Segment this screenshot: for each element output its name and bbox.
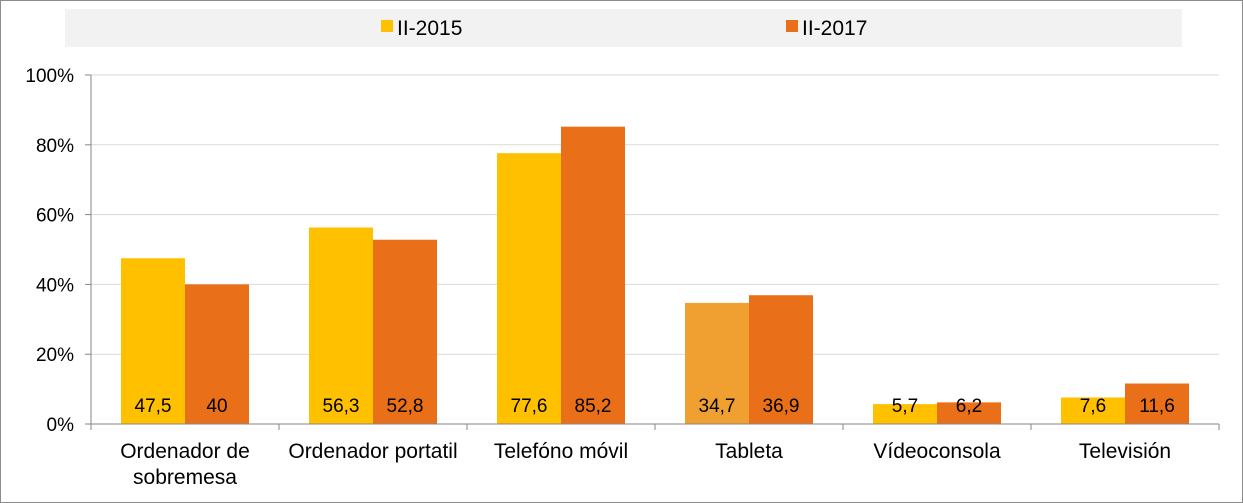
- legend-swatch: [381, 20, 393, 32]
- data-label: 77,6: [511, 396, 548, 417]
- legend-background: [65, 9, 1182, 47]
- data-label: 56,3: [323, 396, 360, 417]
- bars: 47,5 40 56,3 52,8 77,6 85,2 34,7 36,9 5,7 6,2 7,6 1…: [121, 126, 1189, 424]
- data-label: 11,6: [1139, 396, 1175, 417]
- bar: [121, 258, 185, 424]
- legend: II-2015 II-2017: [381, 17, 867, 40]
- y-tick-label: 60%: [36, 206, 74, 227]
- gridlines: [91, 74, 1219, 355]
- data-label: 47,5: [135, 396, 172, 417]
- data-label: 34,7: [699, 396, 736, 417]
- category-label: sobremesa: [133, 466, 237, 489]
- data-label: 36,9: [763, 396, 800, 417]
- category-label: Tableta: [715, 440, 783, 463]
- category-label: Vídeoconsola: [873, 440, 1001, 463]
- y-tick-label: 20%: [36, 345, 74, 366]
- bar: [937, 402, 1001, 424]
- category-label: Ordenador de: [120, 440, 250, 463]
- x-axis: Ordenador de sobremesa Ordenador portatil T…: [90, 423, 1220, 489]
- bar: [685, 302, 749, 424]
- bar: [185, 284, 249, 424]
- bar: [749, 295, 813, 424]
- bar: [1061, 397, 1125, 424]
- bar: [561, 126, 625, 424]
- bar: [309, 227, 373, 424]
- category-label: Ordenador portatil: [288, 440, 457, 463]
- category-label: Telefóno móvil: [494, 440, 628, 463]
- data-label: 5,7: [892, 396, 918, 417]
- y-axis: 0% 20% 40% 60% 80% 100%: [25, 66, 92, 436]
- y-tick-label: 100%: [25, 66, 74, 87]
- data-label: 6,2: [956, 396, 982, 417]
- bar: [497, 153, 561, 424]
- y-tick-label: 0%: [47, 415, 75, 436]
- data-label: 7,6: [1080, 396, 1106, 417]
- data-label: 85,2: [575, 396, 612, 417]
- bar: [873, 404, 937, 424]
- y-tick-label: 40%: [36, 275, 74, 296]
- bar: [1125, 383, 1189, 424]
- y-tick-label: 80%: [36, 136, 74, 157]
- category-label: Televisión: [1079, 440, 1171, 463]
- data-label: 52,8: [387, 396, 424, 417]
- bar: [373, 239, 437, 424]
- legend-swatch: [786, 20, 798, 32]
- data-label: 40: [206, 396, 227, 417]
- legend-label: II-2015: [397, 17, 462, 40]
- legend-label: II-2017: [802, 17, 867, 40]
